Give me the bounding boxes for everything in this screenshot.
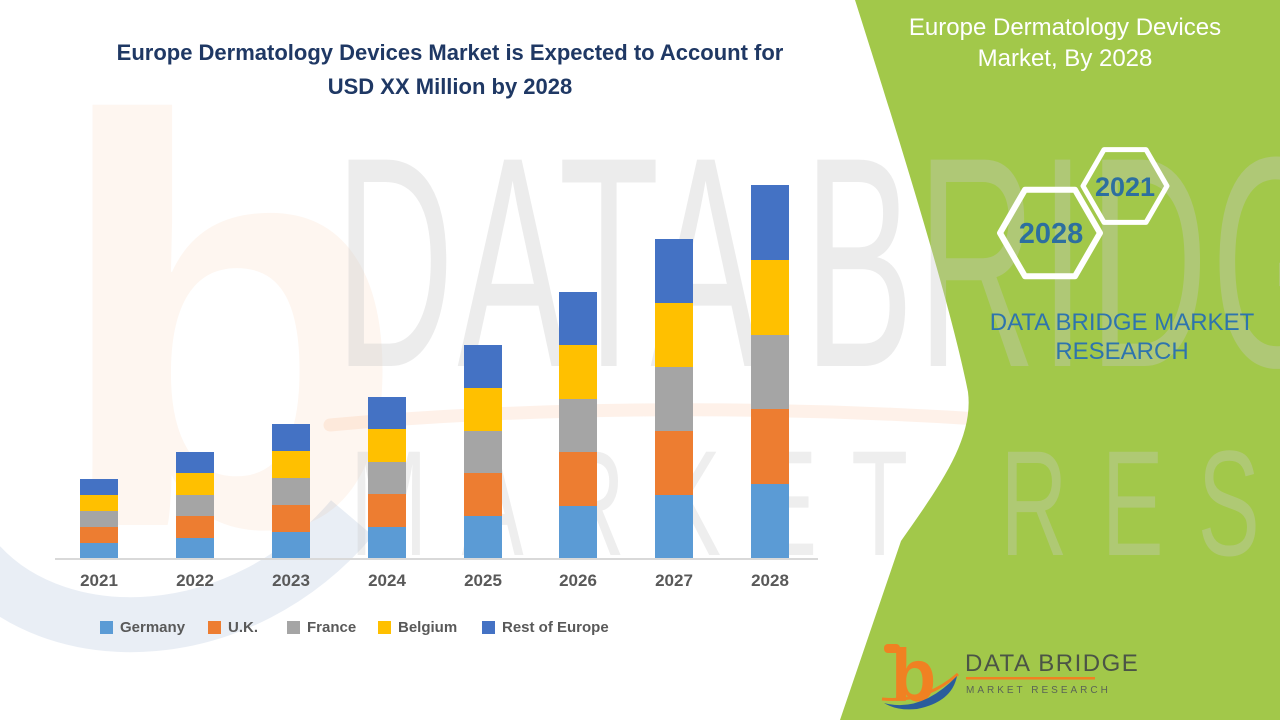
side-panel-brand-line1: DATA BRIDGE MARKET: [989, 309, 1255, 336]
side-panel-title: Europe Dermatology Devices Market, By 20…: [900, 12, 1230, 74]
bar-segment-u-k--2025: [464, 473, 502, 517]
bar-segment-france-2024: [368, 461, 406, 495]
side-panel-brand-line2: RESEARCH: [1055, 338, 1189, 365]
legend-item-rest-of-europe: Rest of Europe: [482, 619, 609, 636]
x-axis-line: [55, 558, 818, 560]
legend-label: Belgium: [398, 619, 458, 636]
bar-segment-rest-of-europe-2024: [368, 397, 406, 430]
bar-segment-u-k--2021: [80, 527, 118, 543]
bar-segment-rest-of-europe-2021: [80, 479, 118, 495]
footer-logo-b-icon: b: [891, 634, 936, 717]
chart-title: Europe Dermatology Devices Market is Exp…: [70, 36, 830, 104]
bar-segment-germany-2022: [176, 537, 214, 559]
bar-segment-rest-of-europe-2028: [751, 185, 789, 260]
legend-swatch-icon: [100, 621, 113, 634]
bar-segment-belgium-2028: [751, 259, 789, 335]
bar-segment-rest-of-europe-2025: [464, 345, 502, 388]
footer-logo-orange-swoosh-icon: [881, 672, 959, 701]
legend-swatch-icon: [378, 621, 391, 634]
bar-segment-france-2021: [80, 511, 118, 527]
bar-segment-u-k--2028: [751, 409, 789, 485]
legend-swatch-icon: [208, 621, 221, 634]
side-panel-title-line2: Market, By 2028: [977, 45, 1153, 72]
bar-segment-u-k--2024: [368, 494, 406, 527]
footer-logo-tagline: MARKET RESEARCH: [966, 685, 1111, 696]
legend-label: France: [307, 619, 357, 636]
bar-segment-u-k--2022: [176, 516, 214, 538]
bar-segment-france-2022: [176, 494, 214, 517]
legend-swatch-icon: [482, 621, 495, 634]
x-axis-label-2026: 2026: [559, 571, 597, 590]
legend-swatch-icon: [287, 621, 300, 634]
bar-segment-rest-of-europe-2026: [559, 292, 597, 346]
bar-segment-germany-2025: [464, 516, 502, 559]
chart-title-line1: Europe Dermatology Devices Market is Exp…: [116, 40, 784, 65]
bar-segment-france-2028: [751, 334, 789, 410]
bar-segment-u-k--2027: [655, 431, 693, 495]
legend-item-france: France: [287, 619, 356, 636]
footer-logo-rule: [966, 677, 1095, 680]
bar-segment-germany-2028: [751, 484, 789, 559]
bar-segment-germany-2023: [272, 532, 310, 559]
bar-segment-belgium-2027: [655, 303, 693, 367]
bar-segment-u-k--2023: [272, 505, 310, 532]
footer-logo-brand: DATA BRIDGE: [965, 650, 1139, 677]
x-axis-label-2028: 2028: [751, 571, 789, 590]
x-axis-label-2024: 2024: [368, 571, 406, 590]
legend-label: Rest of Europe: [502, 619, 609, 636]
bar-segment-belgium-2022: [176, 473, 214, 495]
legend-item-germany: Germany: [100, 619, 185, 636]
footer-logo-blue-swoosh-icon: [884, 676, 957, 710]
bar-segment-germany-2021: [80, 543, 118, 559]
bar-segment-belgium-2026: [559, 345, 597, 399]
x-axis-label-2023: 2023: [272, 571, 310, 590]
bar-segment-france-2023: [272, 478, 310, 505]
bar-segment-germany-2027: [655, 495, 693, 559]
bar-segment-germany-2026: [559, 505, 597, 559]
bar-segment-belgium-2023: [272, 451, 310, 478]
legend-label: U.K.: [228, 619, 258, 636]
plot-area: 2021 2022 2023 2024 2025 2026 2027 2028 Germany U…: [80, 185, 789, 636]
side-panel-title-line1: Europe Dermatology Devices: [908, 14, 1222, 41]
bar-segment-rest-of-europe-2023: [272, 424, 310, 451]
chart-title-line2: USD XX Million by 2028: [327, 74, 573, 100]
bar-segment-belgium-2025: [464, 387, 502, 431]
x-axis-label-2027: 2027: [655, 571, 693, 590]
bar-segment-belgium-2024: [368, 429, 406, 462]
footer-logo-hook: [884, 644, 900, 653]
bar-segment-u-k--2026: [559, 452, 597, 506]
bar-segment-rest-of-europe-2022: [176, 452, 214, 474]
bar-segment-rest-of-europe-2027: [655, 239, 693, 303]
legend-item-u-k-: U.K.: [208, 619, 258, 636]
x-axis-label-2021: 2021: [80, 571, 118, 590]
side-panel-brand: DATA BRIDGE MARKET RESEARCH: [972, 308, 1272, 366]
x-axis-label-2022: 2022: [176, 571, 214, 590]
bar-segment-belgium-2021: [80, 495, 118, 511]
bar-segment-germany-2024: [368, 526, 406, 559]
bar-segment-france-2026: [559, 398, 597, 453]
legend-label: Germany: [120, 619, 186, 636]
bar-segment-france-2025: [464, 430, 502, 474]
legend-item-belgium: Belgium: [378, 619, 457, 636]
bar-segment-france-2027: [655, 367, 693, 431]
x-axis-label-2025: 2025: [464, 571, 502, 590]
